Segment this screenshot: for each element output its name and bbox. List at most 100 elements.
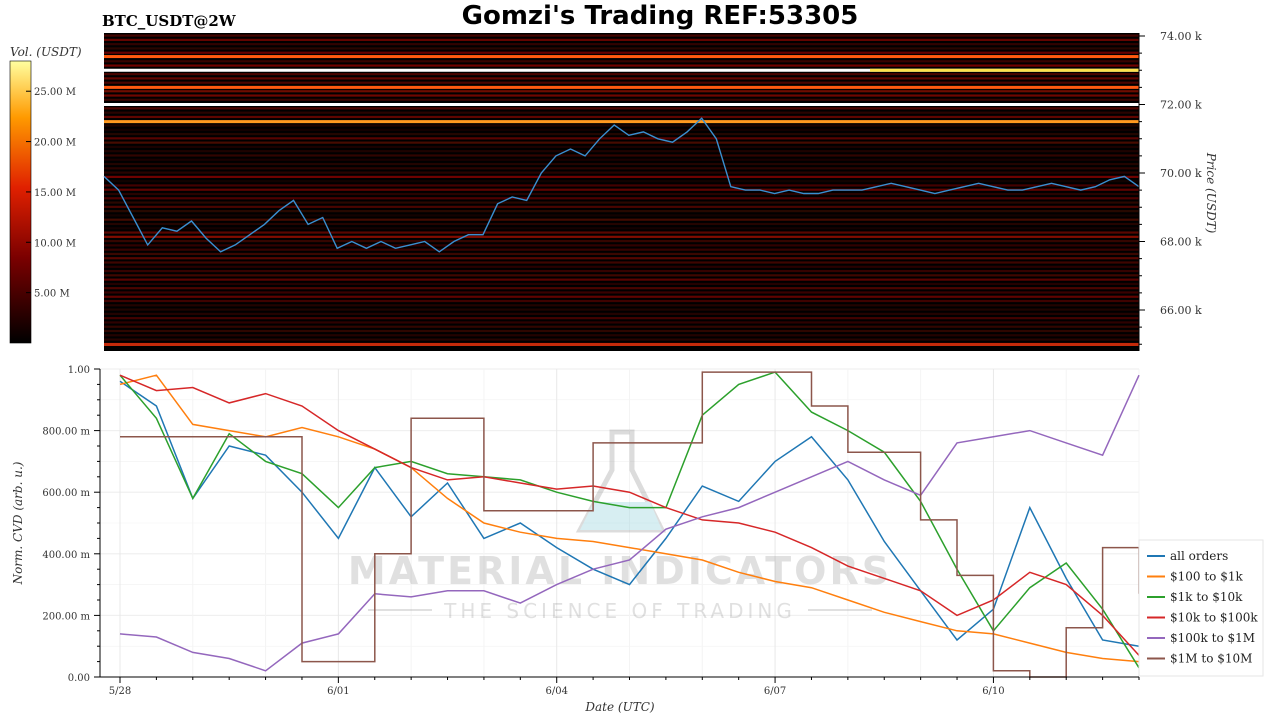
- heatmap-band: [104, 137, 1139, 140]
- heatmap-band: [104, 192, 1139, 196]
- legend-item: $1M to $10M: [1147, 652, 1252, 666]
- heatmap-band: [104, 329, 1139, 333]
- legend: all orders $100 to $1k $1k to $10k $10k to …: [1138, 539, 1264, 677]
- heatmap-band: [104, 269, 1139, 273]
- heatmap-band: [104, 227, 1139, 230]
- cvd-y-axis-label: Norm. CVD (arb. u.): [11, 461, 25, 585]
- legend-label: $1k to $10k: [1170, 590, 1243, 604]
- legend-items: all orders $100 to $1k $1k to $10k $10k to …: [1147, 549, 1258, 666]
- heatmap-panel: 66.00 k 68.00 k 70.00 k 72.00 k 74.00 k Pric…: [103, 30, 1218, 351]
- symbol-label: BTC_USDT@2W: [102, 12, 237, 30]
- cvd-y-tick-label: 1.00: [68, 365, 90, 376]
- heatmap-band: [104, 107, 1139, 110]
- heatmap-band: [104, 244, 1139, 247]
- heatmap-band: [104, 141, 1139, 144]
- heatmap-band: [104, 64, 1139, 67]
- legend-label: $100k to $1M: [1170, 631, 1255, 645]
- cvd-y-tick-label: 400.00 m: [42, 550, 90, 561]
- heatmap-band: [104, 98, 1139, 101]
- heatmap-band: [104, 274, 1139, 277]
- heatmap-band: [104, 282, 1139, 286]
- heatmap-band: [104, 278, 1139, 281]
- watermark: MATERIAL INDICATORS THE SCIENCE OF TRADI…: [348, 429, 892, 623]
- cvd-x-tick-label: 6/07: [764, 686, 786, 697]
- legend-label: $100 to $1k: [1170, 570, 1243, 584]
- heatmap-band: [104, 334, 1139, 337]
- watermark-title: MATERIAL INDICATORS: [348, 549, 892, 593]
- series-line-1k-to-10k: [119, 371, 1140, 669]
- heatmap-band: [104, 90, 1139, 93]
- heatmap-band: [104, 47, 1139, 50]
- heatmap-band: [104, 145, 1139, 149]
- price-axis: 66.00 k 68.00 k 70.00 k 72.00 k 74.00 k: [1138, 30, 1202, 351]
- legend-item: $10k to $100k: [1147, 611, 1258, 625]
- heatmap-band: [104, 162, 1139, 166]
- heatmap-band: [104, 265, 1139, 268]
- heatmap-band: [104, 222, 1139, 226]
- price-tick-label: 72.00 k: [1160, 99, 1202, 112]
- heatmap-band: [104, 214, 1139, 217]
- heatmap-band: [104, 304, 1139, 307]
- series-line-all-orders: [119, 380, 1140, 647]
- heatmap-band: [104, 295, 1139, 298]
- cvd-x-axis-label: Date (UTC): [584, 700, 654, 714]
- cvd-y-tick-label: 600.00 m: [42, 488, 90, 499]
- heatmap-band: [104, 51, 1139, 54]
- colorbar-tick-label: 15.00 M: [34, 188, 76, 199]
- heatmap-band: [104, 124, 1139, 127]
- heatmap-band: [104, 60, 1139, 63]
- heatmap-band: [104, 175, 1139, 178]
- colorbar-tick-label: 20.00 M: [34, 138, 76, 149]
- legend-label: all orders: [1170, 549, 1228, 563]
- cvd-y-tick-label: 200.00 m: [42, 611, 90, 622]
- colorbar-ticks: 5.00 M 10.00 M 15.00 M 20.00 M 25.00 M: [26, 87, 76, 300]
- heatmap-band: [104, 77, 1139, 80]
- legend-box: [1138, 539, 1264, 677]
- heatmap-background: [104, 33, 1139, 351]
- series-line-10k-to-100k: [119, 374, 1140, 656]
- heatmap-band: [104, 343, 1139, 346]
- heatmap-band: [104, 197, 1139, 200]
- heatmap-band: [104, 167, 1139, 170]
- heatmap-band: [104, 210, 1139, 213]
- flask-logo: [575, 429, 667, 533]
- price-tick-label: 74.00 k: [1160, 30, 1202, 43]
- cvd-axis: 0.00 200.00 m 400.00 m 600.00 m 800.00 m 1.00…: [42, 365, 1140, 697]
- legend-label: $10k to $100k: [1170, 611, 1258, 625]
- page-title: Gomzi's Trading REF:53305: [462, 1, 859, 31]
- heatmap-band: [104, 81, 1139, 84]
- heatmap-level: [104, 103, 1139, 106]
- heatmap-level: [870, 68, 1139, 72]
- heatmap-band: [104, 321, 1139, 324]
- legend-item: $1k to $10k: [1147, 590, 1243, 604]
- heatmap-band: [104, 218, 1139, 221]
- colorbar: Vol. (USDT) 5.00 M 10.00 M 15.00 M 20.00 M 2…: [9, 45, 82, 344]
- heatmap-band: [104, 240, 1139, 243]
- price-line: [103, 117, 1140, 253]
- heatmap-band: [104, 261, 1139, 264]
- cvd-x-tick-label: 6/04: [545, 686, 567, 697]
- price-axis-label: Price (USDT): [1204, 152, 1218, 234]
- heatmap-band: [104, 317, 1139, 320]
- cvd-series: [119, 371, 1140, 678]
- heatmap-band: [104, 235, 1139, 238]
- watermark-subtitle: THE SCIENCE OF TRADING: [443, 599, 796, 623]
- heatmap-band: [104, 325, 1139, 328]
- heatmap-band: [104, 111, 1139, 114]
- heatmap-band: [104, 287, 1139, 290]
- price-tick-label: 68.00 k: [1160, 236, 1202, 249]
- colorbar-tick-label: 10.00 M: [34, 238, 76, 249]
- series-line-100k-to-1m: [119, 374, 1140, 672]
- heatmap-band: [104, 201, 1139, 204]
- legend-item: $100 to $1k: [1147, 570, 1243, 584]
- heatmap-level: [104, 120, 1139, 124]
- heatmap-level: [104, 68, 1139, 72]
- series-line-1m-to-10m: [120, 371, 1140, 678]
- heatmap-band: [104, 188, 1139, 191]
- heatmap-band: [104, 248, 1139, 251]
- cvd-x-tick-label: 6/10: [982, 686, 1004, 697]
- cvd-y-tick-label: 0.00: [68, 673, 90, 684]
- heatmap-band: [104, 73, 1139, 76]
- heatmap-band: [104, 43, 1139, 46]
- heatmap-band: [104, 252, 1139, 256]
